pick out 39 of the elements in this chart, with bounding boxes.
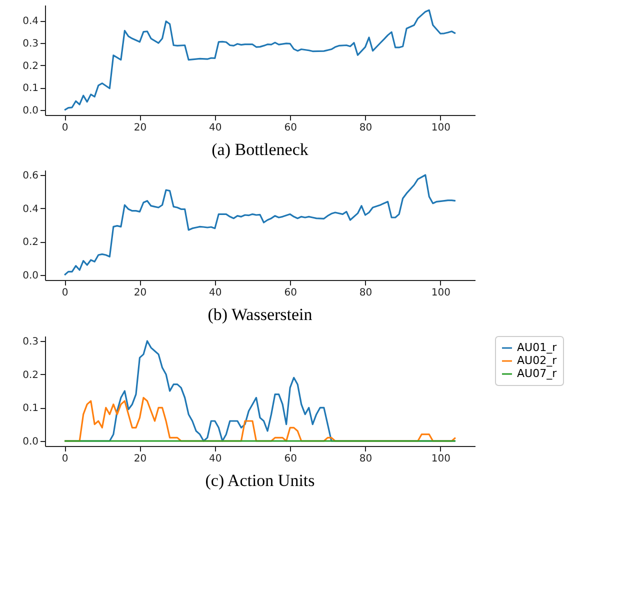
legend-label: AU02_r — [517, 354, 558, 367]
line-series — [64, 9, 456, 111]
x-tick-label: 60 — [284, 122, 297, 134]
y-tick-label: 0.0 — [22, 436, 38, 448]
x-tick-label: 100 — [431, 122, 450, 134]
x-tick-label: 20 — [134, 288, 147, 298]
text: (c) Action Units — [205, 471, 315, 490]
y-tick-label: 0.0 — [22, 270, 38, 282]
x-tick-label: 80 — [359, 288, 372, 298]
y-tick-label: 0.2 — [22, 370, 38, 381]
x-tick-label: 20 — [134, 122, 147, 134]
y-tick-label: 0.4 — [22, 204, 38, 215]
y-tick-label: 0.3 — [22, 38, 38, 50]
x-tick-label: 60 — [284, 454, 297, 464]
line-series — [64, 174, 456, 276]
y-tick-label: 0.1 — [22, 83, 38, 94]
x-tick-label: 80 — [359, 122, 372, 134]
x-tick-label: 80 — [359, 454, 372, 464]
x-tick-label: 100 — [431, 454, 450, 464]
x-tick-label: 100 — [431, 288, 450, 298]
x-tick-label: 0 — [62, 454, 68, 464]
y-tick-label: 0.6 — [22, 170, 38, 182]
x-tick-label: 40 — [209, 288, 222, 298]
text: (a) Bottleneck — [212, 140, 309, 159]
x-tick-label: 40 — [209, 122, 222, 134]
x-tick-label: 0 — [62, 288, 68, 298]
y-tick-label: 0.1 — [22, 403, 38, 414]
y-tick-label: 0.2 — [22, 60, 38, 72]
x-tick-label: 0 — [62, 122, 68, 134]
y-tick-label: 0.2 — [22, 237, 38, 248]
y-tick-label: 0.0 — [22, 106, 38, 117]
x-tick-label: 60 — [284, 288, 297, 298]
text: (b) Wasserstein — [208, 305, 313, 324]
x-tick-label: 40 — [209, 454, 222, 464]
legend-label: AU01_r — [517, 341, 558, 354]
y-tick-label: 0.3 — [22, 336, 38, 348]
legend-label: AU07_r — [517, 367, 558, 380]
y-tick-label: 0.4 — [22, 16, 38, 28]
x-tick-label: 20 — [134, 454, 147, 464]
